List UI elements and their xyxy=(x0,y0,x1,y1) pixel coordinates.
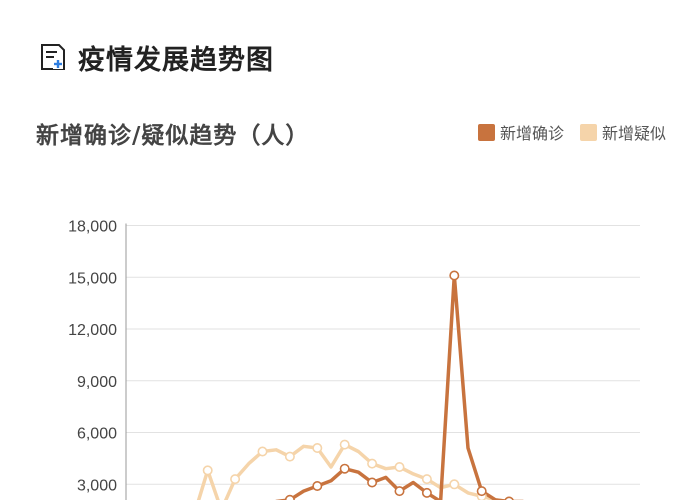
chart-title: 新增确诊/疑似趋势（人） xyxy=(36,123,310,149)
data-point-confirmed xyxy=(312,480,323,491)
page-title: 疫情发展趋势图 xyxy=(78,44,274,76)
data-point-confirmed xyxy=(421,487,432,498)
legend-swatch-suspected xyxy=(579,123,597,141)
epidemic-report-icon xyxy=(41,44,65,70)
data-point-confirmed xyxy=(504,496,514,500)
data-point-confirmed xyxy=(394,486,405,497)
data-point-suspected xyxy=(230,474,241,485)
legend-label-confirmed: 新增确诊 xyxy=(499,124,564,143)
data-point-suspected xyxy=(367,458,378,469)
data-point-confirmed xyxy=(284,494,295,500)
series-line-suspected xyxy=(196,442,510,500)
legend-swatch-confirmed xyxy=(477,123,495,141)
data-point-suspected xyxy=(202,465,213,476)
data-point-confirmed xyxy=(367,477,378,488)
data-point-suspected xyxy=(421,474,432,485)
y-tick-label: 18,000 xyxy=(68,219,117,236)
data-point-suspected xyxy=(394,461,405,472)
y-tick-label: 15,000 xyxy=(68,270,117,287)
data-point-confirmed xyxy=(476,486,487,497)
legend-label-suspected: 新增疑似 xyxy=(601,124,666,143)
data-point-confirmed xyxy=(339,463,350,474)
legend-item-suspected[interactable]: 新增疑似 xyxy=(579,120,666,144)
data-point-suspected xyxy=(257,446,268,457)
legend-item-confirmed[interactable]: 新增确诊 xyxy=(477,120,564,144)
y-tick-label: 12,000 xyxy=(68,322,117,339)
data-point-suspected xyxy=(312,442,323,453)
y-tick-label: 9,000 xyxy=(77,374,117,391)
y-tick-label: 6,000 xyxy=(77,426,117,443)
page-header: 疫情发展趋势图 xyxy=(38,38,274,76)
data-point-suspected xyxy=(449,479,460,490)
y-tick-label: 3,000 xyxy=(77,477,117,494)
series-line-confirmed xyxy=(275,273,524,500)
chart-legend: 新增确诊 新增疑似 xyxy=(462,120,666,144)
data-point-confirmed xyxy=(449,270,460,281)
data-point-suspected xyxy=(284,451,295,462)
data-point-suspected xyxy=(339,439,350,450)
